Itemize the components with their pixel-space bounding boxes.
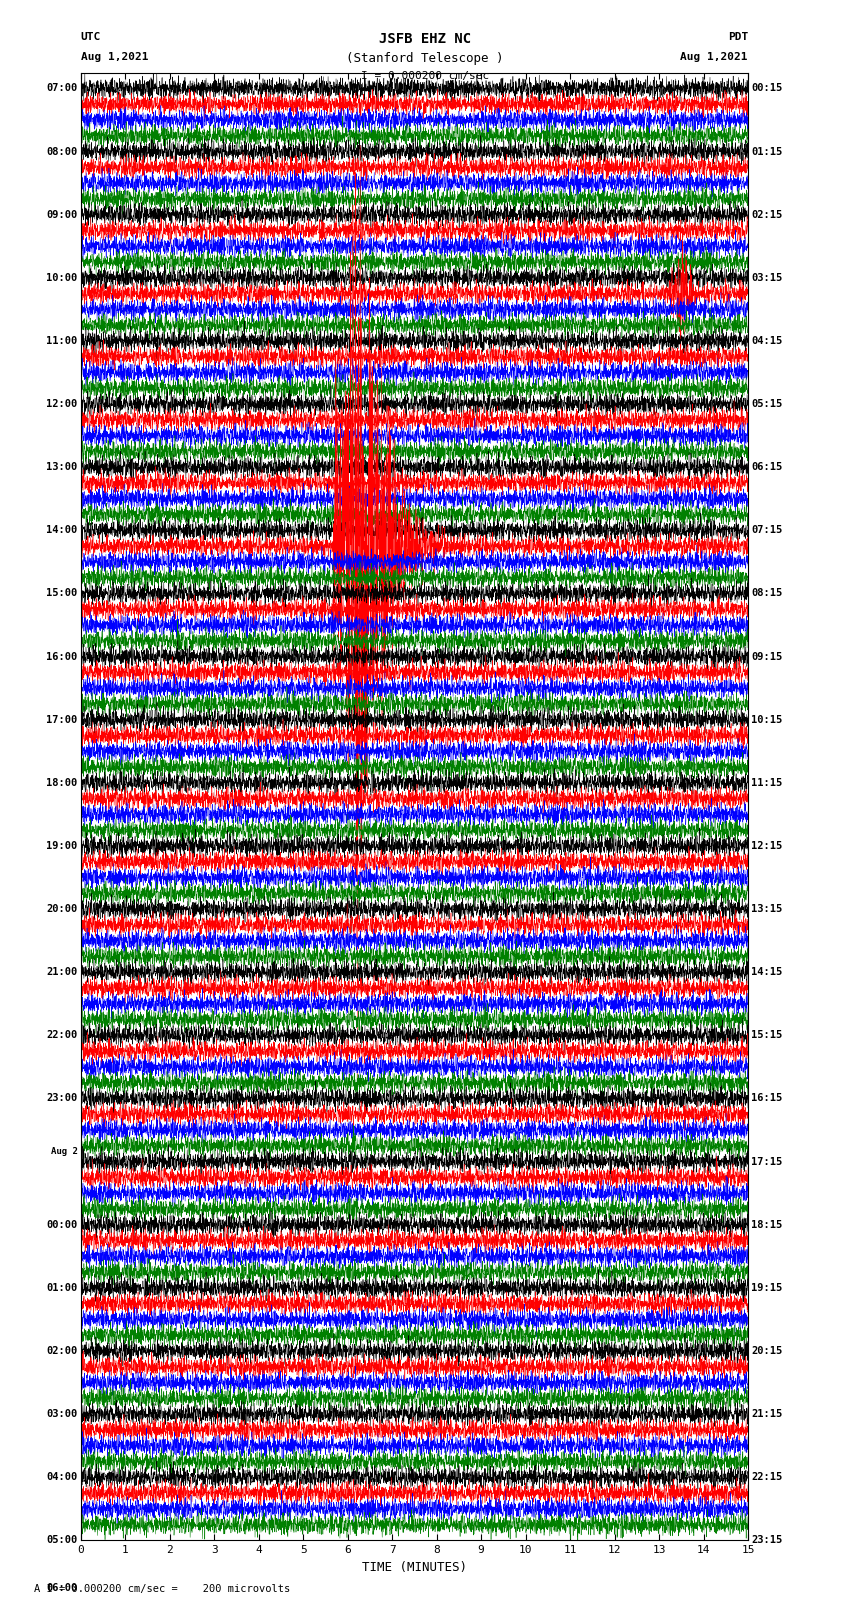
Text: 13:00: 13:00 <box>46 463 77 473</box>
Text: 14:00: 14:00 <box>46 526 77 536</box>
Text: 05:15: 05:15 <box>751 398 783 410</box>
Text: PDT: PDT <box>728 32 748 42</box>
Text: 01:00: 01:00 <box>46 1282 77 1294</box>
Text: JSFB EHZ NC: JSFB EHZ NC <box>379 32 471 47</box>
Text: 12:15: 12:15 <box>751 840 783 852</box>
Text: 00:15: 00:15 <box>751 84 783 94</box>
Text: 17:15: 17:15 <box>751 1157 783 1166</box>
Text: 12:00: 12:00 <box>46 398 77 410</box>
Text: I = 0.000200 cm/sec: I = 0.000200 cm/sec <box>361 71 489 81</box>
Text: 02:00: 02:00 <box>46 1345 77 1357</box>
Text: 18:00: 18:00 <box>46 777 77 787</box>
X-axis label: TIME (MINUTES): TIME (MINUTES) <box>362 1561 467 1574</box>
Text: 14:15: 14:15 <box>751 968 783 977</box>
Text: 07:00: 07:00 <box>46 84 77 94</box>
Text: 08:15: 08:15 <box>751 589 783 598</box>
Text: Aug 1,2021: Aug 1,2021 <box>681 52 748 61</box>
Text: 23:00: 23:00 <box>46 1094 77 1103</box>
Text: 11:15: 11:15 <box>751 777 783 787</box>
Text: 21:00: 21:00 <box>46 968 77 977</box>
Text: 11:00: 11:00 <box>46 336 77 345</box>
Text: 02:15: 02:15 <box>751 210 783 219</box>
Text: 10:00: 10:00 <box>46 273 77 282</box>
Text: (Stanford Telescope ): (Stanford Telescope ) <box>346 52 504 65</box>
Text: 03:00: 03:00 <box>46 1410 77 1419</box>
Text: 22:15: 22:15 <box>751 1473 783 1482</box>
Text: 23:15: 23:15 <box>751 1536 783 1545</box>
Text: 09:00: 09:00 <box>46 210 77 219</box>
Text: 20:15: 20:15 <box>751 1345 783 1357</box>
Text: 00:00: 00:00 <box>46 1219 77 1229</box>
Text: 05:00: 05:00 <box>46 1536 77 1545</box>
Text: 04:15: 04:15 <box>751 336 783 345</box>
Text: 21:15: 21:15 <box>751 1410 783 1419</box>
Text: 06:15: 06:15 <box>751 463 783 473</box>
Text: 15:00: 15:00 <box>46 589 77 598</box>
Text: 15:15: 15:15 <box>751 1031 783 1040</box>
Text: 17:00: 17:00 <box>46 715 77 724</box>
Text: 09:15: 09:15 <box>751 652 783 661</box>
Text: 01:15: 01:15 <box>751 147 783 156</box>
Text: 19:00: 19:00 <box>46 840 77 852</box>
Text: UTC: UTC <box>81 32 101 42</box>
Text: 04:00: 04:00 <box>46 1473 77 1482</box>
Text: 07:15: 07:15 <box>751 526 783 536</box>
Text: 19:15: 19:15 <box>751 1282 783 1294</box>
Text: Aug 2: Aug 2 <box>50 1147 77 1157</box>
Text: Aug 1,2021: Aug 1,2021 <box>81 52 148 61</box>
Text: 16:00: 16:00 <box>46 652 77 661</box>
Text: 22:00: 22:00 <box>46 1031 77 1040</box>
Text: 06:00: 06:00 <box>46 1582 77 1592</box>
Text: 13:15: 13:15 <box>751 905 783 915</box>
Text: 18:15: 18:15 <box>751 1219 783 1229</box>
Text: A I = 0.000200 cm/sec =    200 microvolts: A I = 0.000200 cm/sec = 200 microvolts <box>34 1584 290 1594</box>
Text: 03:15: 03:15 <box>751 273 783 282</box>
Text: 08:00: 08:00 <box>46 147 77 156</box>
Text: 10:15: 10:15 <box>751 715 783 724</box>
Text: 20:00: 20:00 <box>46 905 77 915</box>
Text: 16:15: 16:15 <box>751 1094 783 1103</box>
